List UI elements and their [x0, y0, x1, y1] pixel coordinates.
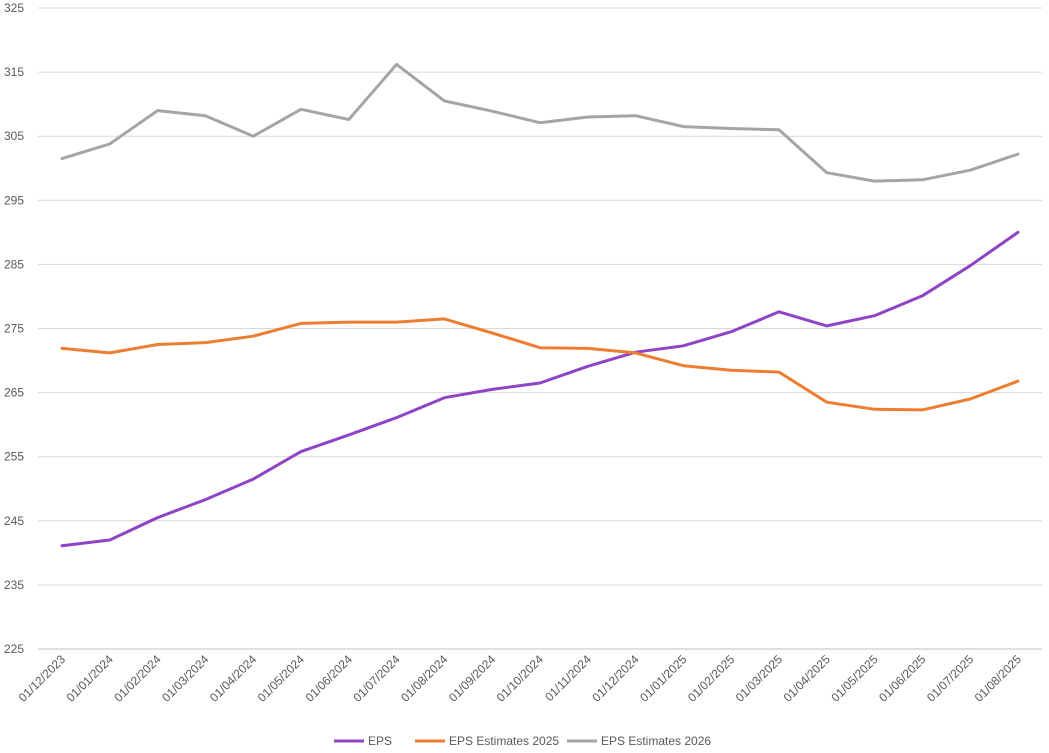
y-tick-label: 275 [4, 322, 24, 336]
x-axis-tick-labels: 01/12/202301/01/202401/02/202401/03/2024… [16, 652, 1025, 705]
y-tick-label: 235 [4, 578, 24, 592]
y-tick-label: 295 [4, 193, 24, 207]
x-tick-label: 01/07/2025 [924, 652, 977, 705]
y-tick-label: 225 [4, 642, 24, 656]
x-tick-label: 01/02/2024 [111, 652, 164, 705]
x-tick-label: 01/01/2024 [64, 652, 117, 705]
y-tick-label: 315 [4, 65, 24, 79]
series-line-2 [60, 317, 1020, 412]
x-tick-label: 01/12/2023 [16, 652, 69, 705]
x-tick-label: 01/02/2025 [685, 652, 738, 705]
y-tick-label: 265 [4, 386, 24, 400]
x-tick-label: 01/07/2024 [350, 652, 403, 705]
x-tick-label: 01/11/2024 [542, 652, 594, 704]
x-tick-label: 01/04/2025 [781, 652, 834, 705]
legend-label: EPS [368, 734, 392, 748]
y-tick-label: 285 [4, 257, 24, 271]
series-line-1 [60, 230, 1020, 548]
gridlines [38, 7, 1042, 650]
x-tick-label: 01/06/2024 [303, 652, 356, 705]
y-tick-label: 255 [4, 450, 24, 464]
x-tick-label: 01/08/2024 [398, 652, 451, 705]
x-tick-label: 01/05/2025 [828, 652, 881, 705]
x-tick-label: 01/04/2024 [207, 652, 260, 705]
y-tick-label: 325 [4, 1, 24, 15]
x-tick-label: 01/01/2025 [637, 652, 690, 705]
y-axis-tick-labels: 225 235 245 255 265 275 285 295 305 315 325 [4, 1, 24, 656]
x-tick-label: 01/03/2024 [159, 652, 212, 705]
x-tick-label: 01/05/2024 [255, 652, 308, 705]
legend: EPS EPS Estimates 2025 EPS Estimates 2026 [334, 734, 711, 748]
legend-label: EPS Estimates 2026 [601, 734, 711, 748]
y-tick-label: 245 [4, 514, 24, 528]
x-tick-label: 01/12/2024 [589, 652, 642, 705]
series-line-3 [60, 62, 1020, 183]
x-tick-label: 01/03/2025 [733, 652, 786, 705]
x-tick-label: 01/08/2025 [972, 652, 1025, 705]
x-tick-label: 01/06/2025 [876, 652, 929, 705]
data-series [60, 62, 1020, 548]
x-tick-label: 01/09/2024 [446, 652, 499, 705]
x-tick-label: 01/10/2024 [494, 652, 547, 705]
legend-label: EPS Estimates 2025 [449, 734, 559, 748]
y-tick-label: 305 [4, 129, 24, 143]
